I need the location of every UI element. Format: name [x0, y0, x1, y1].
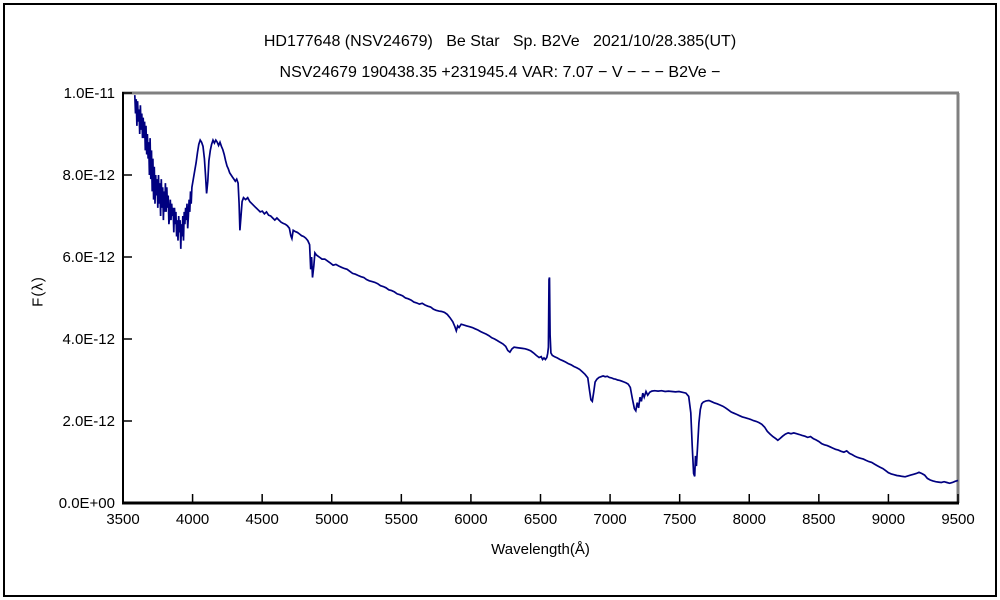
x-tick-label: 5000 — [315, 511, 348, 528]
x-tick-label: 8500 — [802, 511, 835, 528]
y-tick-label: 2.0E-12 — [62, 413, 115, 430]
y-tick-label: 0.0E+00 — [59, 495, 115, 512]
y-axis-title: F(λ) — [29, 276, 47, 307]
y-tick-label: 8.0E-12 — [62, 167, 115, 184]
x-tick-label: 5500 — [385, 511, 418, 528]
x-tick-label: 7000 — [593, 511, 626, 528]
x-tick-label: 9500 — [941, 511, 974, 528]
x-tick-label: 4000 — [176, 511, 209, 528]
x-tick-label: 3500 — [106, 511, 139, 528]
outer-frame — [3, 3, 997, 597]
x-tick-label: 8000 — [733, 511, 766, 528]
x-tick-label: 7500 — [663, 511, 696, 528]
y-tick-label: 1.0E-11 — [64, 85, 115, 102]
spectrum-line — [133, 95, 959, 485]
x-tick-label: 9000 — [872, 511, 905, 528]
chart-subtitle: NSV24679 190438.35 +231945.4 VAR: 7.07 −… — [279, 64, 721, 81]
chart-title: HD177648 (NSV24679) Be Star Sp. B2Ve 202… — [263, 33, 737, 50]
y-tick-label: 6.0E-12 — [62, 249, 115, 266]
x-tick-label: 6500 — [524, 511, 557, 528]
x-tick-label: 4500 — [245, 511, 278, 528]
chart-header: HD177648 (NSV24679) Be Star Sp. B2Ve 202… — [0, 26, 1000, 88]
x-axis-title: Wavelength(Å) — [491, 541, 590, 558]
y-tick-label: 4.0E-12 — [62, 331, 115, 348]
x-tick-label: 6000 — [454, 511, 487, 528]
